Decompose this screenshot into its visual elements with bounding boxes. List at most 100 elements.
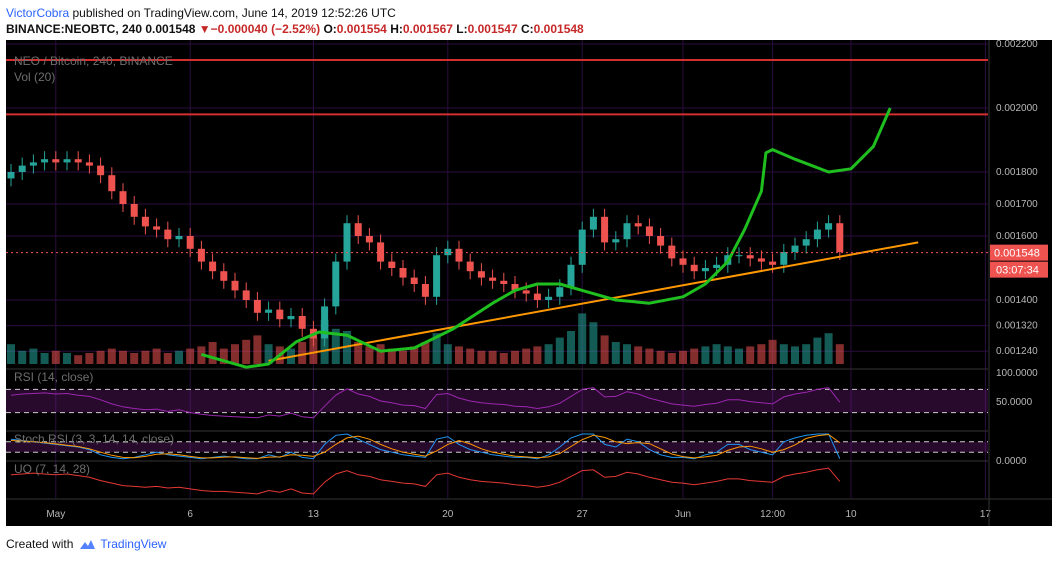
- volume-bar: [85, 353, 94, 364]
- volume-bar: [186, 348, 195, 364]
- candle-body: [332, 261, 340, 307]
- candle-body: [298, 316, 306, 329]
- volume-bar: [410, 346, 419, 364]
- volume-bar: [96, 350, 105, 364]
- candle-body: [623, 223, 631, 240]
- candle-body: [253, 300, 261, 313]
- candle-body: [701, 268, 709, 272]
- candle-body: [399, 268, 407, 278]
- volume-bar: [757, 344, 766, 364]
- candle-body: [220, 271, 228, 281]
- volume-bar: [264, 344, 273, 364]
- rsi-tick-label: 50.0000: [996, 397, 1033, 408]
- candle-body: [85, 162, 93, 166]
- volume-bar: [578, 313, 587, 364]
- candle-body: [668, 245, 676, 259]
- volume-bar: [7, 344, 15, 364]
- stoch-rsi-line: [10, 433, 841, 460]
- volume-bar: [432, 333, 441, 364]
- candle-body: [690, 264, 698, 272]
- volume-bar: [499, 353, 508, 364]
- candle-body: [354, 223, 362, 236]
- volume-bar: [645, 348, 654, 364]
- volume-bar: [735, 348, 743, 364]
- volume-bar: [690, 348, 699, 364]
- volume-bar: [309, 337, 318, 364]
- tradingview-logo[interactable]: TradingView: [77, 537, 166, 551]
- volume-bar: [555, 337, 564, 364]
- stoch-rsi-line: [10, 433, 841, 459]
- volume-bar: [600, 335, 609, 364]
- volume-bar: [119, 350, 127, 364]
- close-label: C:: [521, 22, 534, 36]
- high-value: 0.001567: [402, 22, 453, 36]
- candle-body: [52, 159, 60, 163]
- down-arrow-icon: ▼: [198, 22, 211, 36]
- price-tick-label: 0.002200: [996, 40, 1038, 50]
- volume-bar: [723, 346, 732, 364]
- time-tick-label: 10: [845, 509, 857, 520]
- time-tick-label: 6: [187, 509, 193, 520]
- candle-body: [108, 175, 116, 192]
- volume-bar: [231, 344, 239, 364]
- volume-bar: [399, 350, 407, 364]
- indicator-panes: [6, 368, 988, 495]
- chart-header: VictorCobra published on TradingView.com…: [6, 5, 1046, 37]
- volume-bar: [802, 344, 811, 364]
- volume-bar: [208, 342, 217, 364]
- volume-bar: [791, 346, 799, 364]
- volume-bar: [455, 346, 463, 364]
- candle-body: [825, 223, 833, 230]
- chart-title: NEO / Bitcoin, 240, BINANCE: [14, 54, 173, 68]
- countdown-label: 03:07:34: [996, 265, 1039, 277]
- candle-body: [186, 236, 194, 249]
- volume-bar: [511, 350, 519, 364]
- volume-label: Vol (20): [14, 70, 55, 84]
- brand-label: TradingView: [100, 537, 167, 551]
- price-change: −0.000040 (−2.52%): [210, 22, 321, 36]
- candle-body: [612, 239, 620, 243]
- price-tick-label: 0.001600: [996, 231, 1038, 242]
- volume-bar: [354, 342, 363, 364]
- candle-body: [813, 229, 821, 240]
- volume-bar: [712, 344, 721, 364]
- volume-bar: [779, 344, 788, 364]
- candle-body: [533, 293, 541, 300]
- volume-bar: [141, 350, 150, 364]
- volume-bar: [365, 346, 374, 364]
- time-tick-label: 17: [980, 509, 992, 520]
- candle-body: [556, 287, 564, 297]
- volume-bar: [746, 346, 755, 364]
- chart-labels: NEO / Bitcoin, 240, BINANCE Vol (20) RSI (…: [14, 54, 174, 476]
- volume-bar: [29, 348, 38, 364]
- candle-body: [119, 191, 127, 204]
- candle-body: [567, 264, 575, 288]
- low-label: L:: [456, 22, 468, 36]
- candle-body: [265, 309, 273, 313]
- candle-body: [164, 229, 172, 240]
- created-with-text: Created with: [6, 537, 74, 551]
- candle-body: [74, 159, 82, 163]
- volume-bar: [522, 348, 531, 364]
- candle-body: [388, 261, 396, 268]
- volume-bar: [253, 335, 262, 364]
- time-tick-label: 20: [442, 509, 454, 520]
- stoch-rsi-label: Stoch RSI (3, 3, 14, 14, close): [14, 432, 174, 446]
- candle-body: [836, 223, 844, 252]
- candle-body: [444, 248, 452, 256]
- volume-bar: [589, 322, 598, 364]
- candle-body: [746, 255, 754, 259]
- candle-body: [153, 226, 161, 230]
- open-value: 0.001554: [336, 22, 387, 36]
- time-tick-label: Jun: [675, 509, 691, 520]
- candle-body: [545, 296, 553, 300]
- candle-body: [634, 223, 642, 227]
- candle-body: [29, 162, 37, 166]
- stoch-rsi-tick-label: 0.0000: [996, 456, 1027, 467]
- price-chart[interactable]: NEO / Bitcoin, 240, BINANCE Vol (20) RSI (…: [6, 40, 1052, 526]
- volume-bar: [219, 348, 228, 364]
- price-tick-label: 0.001320: [996, 321, 1038, 332]
- candle-body: [141, 216, 149, 227]
- candle-body: [175, 236, 183, 240]
- author-link[interactable]: VictorCobra: [6, 6, 70, 20]
